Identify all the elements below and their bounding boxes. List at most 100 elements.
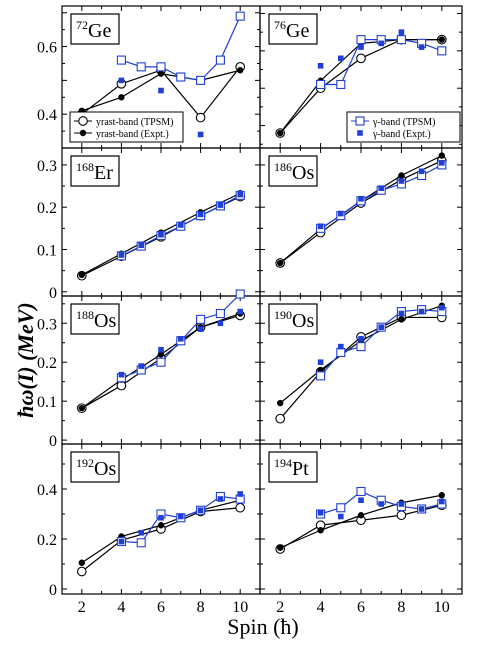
data-point: [156, 357, 166, 367]
data-point: [215, 55, 225, 65]
data-point: [158, 231, 164, 238]
data-point: [358, 44, 364, 50]
panel-72Ge: 0.4 0.6 72Ge yrast-band (TPSM)yrast-band (E…: [37, 5, 261, 149]
data-point: [197, 326, 204, 332]
x-tick-label: 10: [434, 599, 450, 616]
data-point: [215, 308, 225, 319]
nucleus-label: 194Pt: [274, 456, 309, 480]
data-point: [356, 53, 366, 64]
data-point: [438, 492, 445, 499]
data-point: [275, 413, 286, 424]
y-tick-label: 0.4: [37, 482, 57, 499]
data-point: [439, 498, 445, 505]
data-point: [378, 185, 384, 191]
nucleus-label: 72Ge: [76, 18, 111, 42]
legend-entry: yrast-band (Expt.): [96, 129, 169, 140]
data-point: [277, 544, 284, 551]
data-point: [277, 259, 284, 267]
panel-168Er: 0 0.1 0.2 0.3 168Er: [37, 147, 261, 302]
data-point: [317, 527, 324, 534]
x-tick-label: 6: [357, 599, 365, 616]
data-point: [157, 70, 165, 77]
panel-186Os: 186Os: [259, 147, 463, 297]
data-point: [398, 178, 405, 184]
data-point: [237, 308, 243, 315]
data-point: [158, 346, 164, 353]
data-point: [418, 506, 425, 512]
data-point: [237, 191, 243, 198]
y-tick-label: 0.2: [37, 532, 57, 549]
data-point: [197, 211, 204, 218]
data-point: [235, 289, 245, 299]
data-point: [178, 513, 184, 520]
data-point: [336, 503, 346, 513]
legend-marker: [79, 129, 87, 137]
data-point: [338, 210, 344, 217]
nucleus-label-box: [268, 303, 318, 335]
data-point: [358, 497, 364, 504]
data-point: [196, 75, 206, 85]
nucleus-label: 168Er: [76, 160, 113, 184]
data-point: [237, 67, 244, 74]
nucleus-label: 192Os: [76, 456, 116, 480]
data-point: [217, 202, 224, 208]
data-point: [439, 160, 445, 166]
x-tick-label: 6: [157, 599, 165, 616]
data-point: [157, 522, 165, 529]
legend-marker: [357, 130, 363, 136]
series-line: [320, 309, 442, 377]
panel-192Os: 0 0.2 0.4 192Os 2 4 6 8 10: [37, 443, 261, 616]
data-point: [235, 502, 246, 513]
y-tick-label: 0.2: [37, 355, 57, 372]
data-point: [398, 316, 405, 323]
y-tick-label: 0: [49, 433, 57, 450]
data-point: [118, 94, 125, 101]
x-tick-label: 4: [117, 599, 125, 616]
legend-box: [69, 111, 184, 143]
data-point: [418, 168, 425, 175]
panel-188Os: 0 0.1 0.2 0.3 188Os: [37, 289, 261, 450]
data-point: [76, 566, 87, 577]
nucleus-label-box: [70, 303, 120, 335]
data-point: [338, 343, 344, 350]
legend-box: [346, 111, 461, 143]
data-point: [336, 79, 346, 90]
panel-76Ge: 76Ge γ-band (TPSM)γ-band (Expt.): [259, 5, 463, 149]
legend-marker: [78, 116, 88, 126]
data-point: [118, 252, 125, 258]
data-point: [158, 87, 164, 94]
data-point: [398, 501, 405, 507]
data-point: [357, 512, 365, 519]
data-point: [396, 35, 406, 45]
x-tick-label: 8: [197, 599, 205, 616]
panel-194Pt: 194Pt 2 4 6 8 10: [259, 443, 463, 616]
legend-marker: [355, 116, 365, 126]
data-point: [157, 351, 165, 358]
data-point: [217, 496, 224, 502]
y-tick-label: 0.1: [37, 242, 57, 259]
nucleus-label: 188Os: [76, 308, 116, 332]
data-point: [138, 529, 144, 536]
y-tick-label: 0: [49, 582, 57, 599]
data-point: [398, 310, 405, 317]
data-point: [398, 29, 405, 35]
data-point: [277, 129, 284, 137]
data-point: [317, 509, 324, 516]
data-point: [316, 79, 326, 90]
data-point: [237, 491, 243, 497]
data-point: [439, 304, 445, 311]
nucleus-label: 186Os: [274, 160, 314, 184]
data-point: [118, 77, 125, 84]
x-tick-label: 4: [317, 599, 325, 616]
nucleus-label-box: [268, 451, 318, 483]
y-tick-label: 0.2: [37, 200, 57, 217]
nucleus-label-box: [70, 451, 120, 483]
data-point: [438, 36, 445, 43]
data-point: [338, 55, 344, 62]
data-point: [317, 359, 324, 366]
y-tick-label: 0: [49, 285, 57, 302]
data-point: [116, 55, 126, 65]
y-tick-label: 0.3: [37, 316, 57, 333]
data-point: [178, 222, 184, 228]
